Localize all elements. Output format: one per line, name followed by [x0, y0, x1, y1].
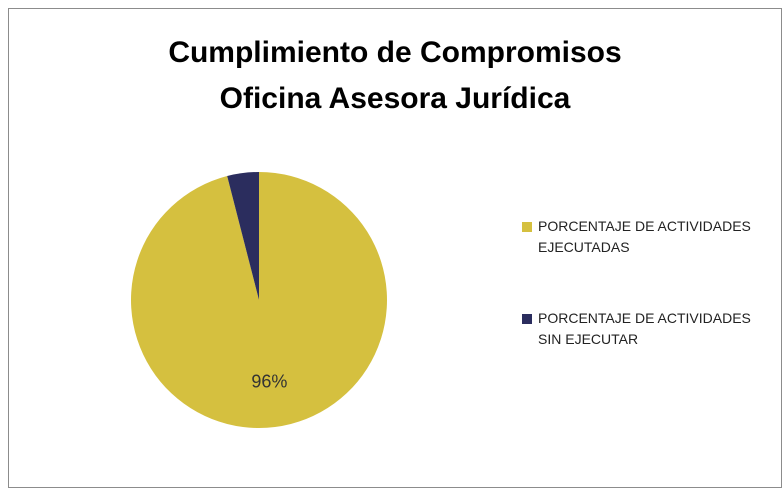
chart: 96%	[131, 172, 387, 428]
pie-slice	[227, 172, 259, 300]
chart-title-box: Cumplimiento de Compromisos Oficina Ases…	[8, 30, 782, 122]
page: Cumplimiento de Compromisos Oficina Ases…	[8, 8, 782, 488]
legend-swatch	[522, 222, 532, 232]
legend-swatch	[522, 314, 532, 324]
legend-label: PORCENTAJE DE ACTIVIDADES SIN EJECUTAR	[538, 310, 751, 347]
legend-label: PORCENTAJE DE ACTIVIDADES EJECUTADAS	[538, 218, 751, 255]
data-label: 96%	[251, 371, 287, 391]
chart-title: Cumplimiento de Compromisos Oficina Ases…	[168, 36, 622, 115]
